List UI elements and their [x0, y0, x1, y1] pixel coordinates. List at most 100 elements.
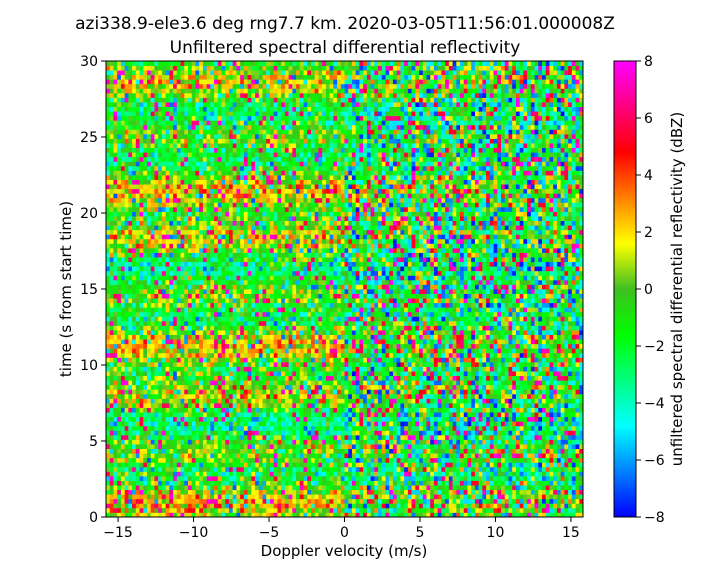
- heatmap-cell: [441, 448, 446, 454]
- heatmap-cell: [176, 434, 181, 440]
- heatmap-cell: [135, 444, 140, 449]
- heatmap-cell: [482, 444, 487, 449]
- heatmap-cell: [292, 462, 297, 468]
- heatmap-cell: [169, 380, 174, 386]
- heatmap-cell: [310, 339, 316, 345]
- heatmap-cell: [329, 462, 334, 468]
- heatmap-cell: [474, 444, 480, 449]
- heatmap-cell: [262, 489, 267, 495]
- heatmap-cell: [407, 389, 412, 395]
- heatmap-cell: [400, 475, 405, 481]
- heatmap-cell: [184, 407, 189, 413]
- heatmap-cell: [419, 489, 424, 495]
- heatmap-cell: [512, 507, 517, 513]
- heatmap-cell: [381, 384, 386, 390]
- heatmap-cell: [504, 339, 509, 345]
- heatmap-cell: [344, 434, 349, 440]
- heatmap-cell: [314, 380, 319, 386]
- heatmap-cell: [173, 339, 178, 345]
- heatmap-cell: [202, 512, 208, 518]
- heatmap-cell: [258, 361, 263, 367]
- heatmap-cell: [519, 430, 524, 436]
- heatmap-cell: [329, 348, 334, 354]
- heatmap-cell: [322, 494, 327, 500]
- heatmap-cell: [221, 489, 226, 495]
- heatmap-cell: [415, 425, 420, 431]
- heatmap-cell: [426, 512, 431, 518]
- heatmap-cell: [389, 453, 394, 459]
- heatmap-cell: [202, 421, 208, 427]
- heatmap-cell: [109, 371, 114, 377]
- heatmap-cell: [482, 371, 487, 377]
- heatmap-cell: [549, 389, 554, 395]
- heatmap-cell: [534, 361, 539, 367]
- heatmap-cell: [236, 407, 241, 413]
- heatmap-cell: [150, 357, 155, 363]
- heatmap-cell: [553, 343, 558, 349]
- heatmap-cell: [363, 366, 368, 372]
- heatmap-cell: [132, 498, 137, 504]
- heatmap-cell: [273, 448, 278, 454]
- heatmap-cell: [519, 507, 524, 513]
- heatmap-cell: [575, 489, 580, 495]
- heatmap-cell: [430, 348, 435, 354]
- heatmap-cell: [165, 421, 170, 427]
- heatmap-cell: [553, 439, 558, 445]
- heatmap-cell: [568, 430, 573, 436]
- heatmap-cell: [530, 485, 535, 491]
- heatmap-cell: [415, 412, 420, 418]
- heatmap-cell: [191, 439, 196, 445]
- heatmap-cell: [523, 352, 528, 358]
- heatmap-cell: [370, 393, 375, 399]
- heatmap-cell: [251, 485, 256, 491]
- heatmap-cell: [448, 352, 453, 358]
- heatmap-cell: [355, 380, 360, 386]
- heatmap-cell: [560, 407, 565, 413]
- heatmap-cell: [497, 457, 502, 463]
- heatmap-cell: [299, 457, 304, 463]
- heatmap-cell: [575, 475, 580, 481]
- heatmap-cell: [344, 448, 349, 454]
- heatmap-cell: [187, 357, 193, 363]
- heatmap-cell: [542, 471, 547, 477]
- heatmap-cell: [430, 380, 435, 386]
- heatmap-cell: [292, 485, 297, 491]
- heatmap-cell: [374, 407, 379, 413]
- heatmap-cell: [542, 352, 547, 358]
- heatmap-cell: [232, 507, 237, 513]
- heatmap-cell: [132, 485, 137, 491]
- heatmap-cell: [120, 507, 126, 513]
- heatmap-cell: [359, 494, 364, 500]
- heatmap-cell: [571, 494, 576, 500]
- heatmap-cell: [404, 462, 409, 468]
- heatmap-cell: [128, 498, 133, 504]
- heatmap-cell: [284, 339, 290, 345]
- heatmap-cell: [396, 475, 401, 481]
- heatmap-cell: [512, 361, 517, 367]
- heatmap-cell: [396, 352, 401, 358]
- heatmap-cell: [303, 489, 308, 495]
- heatmap-cell: [564, 466, 569, 472]
- heatmap-cell: [146, 339, 152, 345]
- heatmap-cell: [419, 480, 424, 486]
- heatmap-cell: [277, 371, 282, 377]
- heatmap-cell: [255, 380, 260, 386]
- heatmap-cell: [251, 434, 256, 440]
- heatmap-cell: [426, 380, 431, 386]
- heatmap-cell: [135, 466, 140, 472]
- heatmap-cell: [415, 389, 420, 395]
- heatmap-cell: [132, 416, 137, 422]
- heatmap-cell: [515, 384, 521, 390]
- heatmap-cell: [363, 375, 368, 381]
- heatmap-cell: [542, 343, 547, 349]
- heatmap-cell: [419, 403, 424, 408]
- heatmap-cell: [381, 366, 386, 372]
- heatmap-cell: [255, 453, 260, 459]
- heatmap-cell: [348, 448, 353, 454]
- heatmap-cell: [329, 343, 334, 349]
- heatmap-cell: [314, 352, 319, 358]
- heatmap-cell: [255, 398, 260, 404]
- heatmap-cell: [482, 352, 487, 358]
- heatmap-cell: [385, 503, 390, 509]
- heatmap-cell: [560, 480, 565, 486]
